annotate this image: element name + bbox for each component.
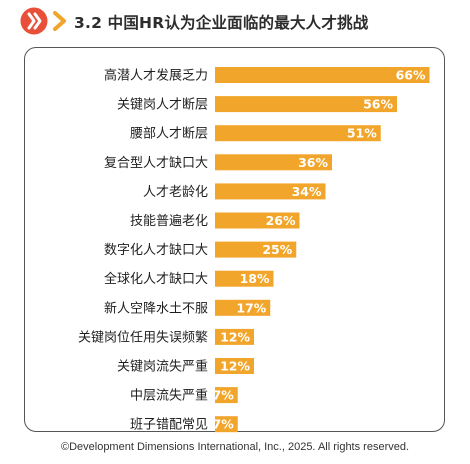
value-label: 7% [213, 388, 235, 403]
bar [215, 183, 326, 200]
copyright-text: ©Development Dimensions International, I… [60, 441, 410, 453]
category-label: 腰部人才断层 [130, 127, 208, 142]
value-label: 36% [298, 155, 328, 170]
value-label: 56% [363, 97, 393, 112]
value-label: 26% [266, 213, 296, 228]
chevron-right-icon [53, 11, 66, 31]
ddi-logo-icon [20, 7, 48, 35]
value-label: 12% [220, 329, 250, 344]
category-label: 新人空降水土不服 [104, 300, 208, 316]
value-label: 12% [220, 359, 250, 374]
bar-chart: 高潜人才发展乏力 66% 关键岗人才断层 56% 腰部人才断层 51% 复合型人才缺口大 36… [78, 67, 430, 433]
bar [215, 358, 254, 374]
value-label: 34% [292, 184, 322, 199]
bar [215, 416, 238, 433]
category-label: 人才老龄化 [143, 185, 208, 200]
value-label: 18% [240, 271, 270, 286]
category-label: 关键岗人才断层 [117, 98, 208, 113]
category-label: 高潜人才发展乏力 [104, 68, 208, 84]
bar [215, 212, 300, 229]
header: 3.2 中国HR认为企业面临的最大人才挑战 [10, 7, 460, 37]
bar [215, 125, 381, 142]
bar [215, 241, 297, 258]
category-label: 班子错配常见 [130, 418, 208, 433]
category-label: 中层流失严重 [130, 388, 208, 404]
category-label: 数字化人才缺口大 [104, 243, 208, 258]
value-label: 66% [396, 68, 426, 83]
category-label: 技能普遍老化 [130, 213, 208, 229]
chart-title: 3.2 中国HR认为企业面临的最大人才挑战 [74, 14, 369, 32]
bar [215, 96, 397, 113]
category-label: 全球化人才缺口大 [104, 271, 208, 287]
value-label: 17% [236, 300, 266, 315]
bar [215, 328, 254, 345]
bar [215, 270, 274, 287]
value-label: 25% [262, 242, 292, 257]
category-label: 关键岗位任用失误频繁 [78, 329, 208, 345]
bar [215, 299, 271, 316]
value-label: 7% [213, 417, 235, 432]
value-label: 51% [347, 126, 377, 141]
category-label: 复合型人才缺口大 [104, 156, 208, 171]
bar [215, 387, 238, 404]
bar [215, 67, 430, 83]
category-label: 关键岗流失严重 [117, 359, 208, 375]
bar [215, 154, 332, 171]
